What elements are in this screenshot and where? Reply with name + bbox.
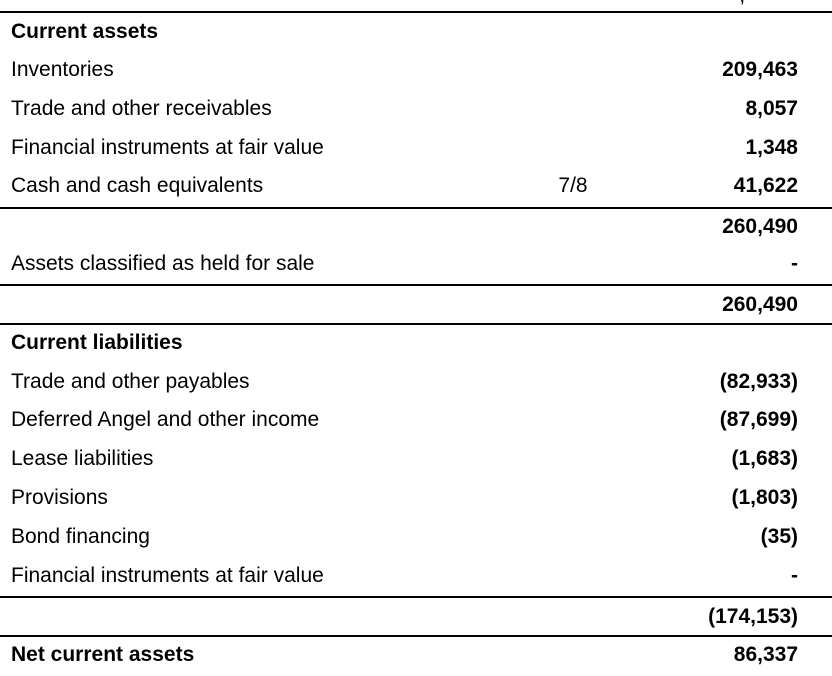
current-assets-heading-row: Current assets [0, 12, 832, 51]
row-amount: 41,622 [733, 174, 798, 197]
row-amount: (35) [760, 525, 798, 548]
row-amount: (82,933) [719, 370, 798, 393]
cropped-header-fragment: ‚ [740, 0, 744, 6]
rule-liabilities-total [0, 596, 832, 598]
row-amount: 209,463 [722, 58, 798, 81]
net-current-assets-label: Net current assets [11, 643, 195, 666]
rule-top [0, 11, 832, 13]
row-amount: - [791, 564, 798, 587]
subtotal-amount: 260,490 [722, 215, 798, 238]
row-note: 7/8 [558, 174, 588, 197]
table-row-held-for-sale: Assets classified as held for sale - [0, 244, 832, 283]
row-label: Trade and other payables [11, 370, 250, 393]
row-amount: 1,348 [745, 136, 798, 159]
row-amount: (1,803) [731, 486, 798, 509]
current-liabilities-heading: Current liabilities [11, 331, 183, 354]
table-row-trade-receivables: Trade and other receivables 8,057 [0, 89, 832, 128]
row-label: Lease liabilities [11, 447, 154, 470]
row-amount: (87,699) [719, 408, 798, 431]
row-label: Assets classified as held for sale [11, 252, 315, 275]
table-row-deferred-income: Deferred Angel and other income (87,699) [0, 400, 832, 439]
row-label: Financial instruments at fair value [11, 136, 324, 159]
current-assets-heading: Current assets [11, 20, 159, 43]
table-row-net-current-assets: Net current assets 86,337 [0, 635, 832, 674]
net-current-assets-amount: 86,337 [733, 643, 798, 666]
table-row-lease-liabilities: Lease liabilities (1,683) [0, 439, 832, 478]
row-label: Deferred Angel and other income [11, 408, 320, 431]
current-liabilities-heading-row: Current liabilities [0, 323, 832, 362]
table-row-trade-payables: Trade and other payables (82,933) [0, 362, 832, 401]
row-amount: - [791, 252, 798, 275]
table-row-financial-instruments-assets: Financial instruments at fair value 1,34… [0, 128, 832, 167]
table-row-assets-total: 260,490 [0, 285, 832, 324]
rule-subtotal [0, 207, 832, 209]
table-row-cash: Cash and cash equivalents 7/8 41,622 [0, 166, 832, 205]
table-row-inventories: Inventories 209,463 [0, 50, 832, 89]
table-row-liabilities-total: (174,153) [0, 597, 832, 636]
row-label: Inventories [11, 58, 114, 81]
table-row-financial-instruments-liabilities: Financial instruments at fair value - [0, 556, 832, 595]
rule-liabilities [0, 323, 832, 325]
row-label: Provisions [11, 486, 108, 509]
table-row-provisions: Provisions (1,803) [0, 478, 832, 517]
row-label: Trade and other receivables [11, 97, 272, 120]
row-amount: (1,683) [731, 447, 798, 470]
rule-net [0, 635, 832, 637]
total-amount: (174,153) [708, 605, 798, 628]
table-row-bond-financing: Bond financing (35) [0, 517, 832, 556]
total-amount: 260,490 [722, 293, 798, 316]
table-row-assets-subtotal: 260,490 [0, 207, 832, 246]
rule-assets-total [0, 284, 832, 286]
row-label: Cash and cash equivalents [11, 174, 264, 197]
row-label: Financial instruments at fair value [11, 564, 324, 587]
row-amount: 8,057 [745, 97, 798, 120]
row-label: Bond financing [11, 525, 150, 548]
